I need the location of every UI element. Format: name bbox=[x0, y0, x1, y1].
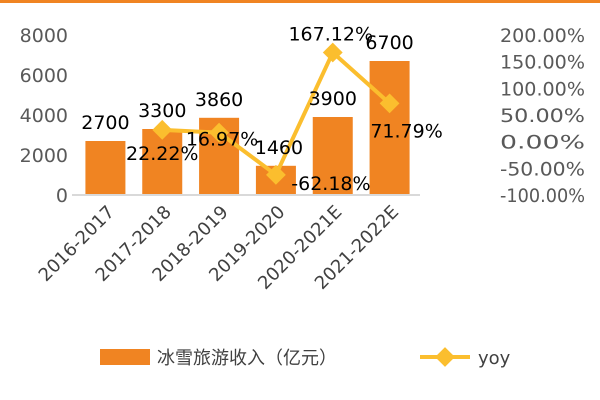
y-left-tick: 4000 bbox=[20, 105, 68, 127]
bar-data-label: 3900 bbox=[309, 88, 357, 110]
yoy-point bbox=[322, 42, 343, 63]
yoy-data-label: 22.22% bbox=[126, 143, 198, 165]
y-right-tick: -50.00% bbox=[500, 158, 585, 180]
yoy-point bbox=[266, 164, 286, 185]
y-right-tick: 0.00% bbox=[500, 132, 585, 154]
bar-data-label: 6700 bbox=[365, 32, 413, 54]
bar-data-label: 2700 bbox=[81, 112, 129, 134]
y-right-tick: 150.00% bbox=[500, 52, 585, 74]
legend-line-label: yoy bbox=[478, 348, 511, 369]
bar bbox=[312, 117, 353, 195]
legend-bar-label: 冰雪旅游收入（亿元） bbox=[157, 348, 337, 369]
y-left-tick: 0 bbox=[56, 185, 68, 207]
y-right-tick: 200.00% bbox=[500, 25, 585, 47]
bar bbox=[85, 141, 126, 195]
bar bbox=[369, 61, 410, 195]
y-left-tick: 2000 bbox=[20, 145, 68, 167]
bar bbox=[142, 129, 183, 195]
yoy-point bbox=[379, 93, 400, 114]
y-right-tick: 50.00% bbox=[500, 105, 585, 127]
yoy-point bbox=[152, 119, 173, 140]
y-right-tick: 100.00% bbox=[500, 78, 585, 100]
top-rule bbox=[0, 0, 600, 3]
yoy-data-label: -62.18% bbox=[291, 173, 370, 195]
bar-data-label: 1460 bbox=[255, 137, 303, 159]
bar-data-label: 3300 bbox=[138, 100, 186, 122]
legend-bar-swatch bbox=[100, 349, 150, 365]
yoy-data-label: 71.79% bbox=[370, 120, 442, 142]
yoy-point bbox=[209, 122, 229, 143]
y-left-tick: 6000 bbox=[20, 65, 68, 87]
legend-line-marker bbox=[435, 347, 455, 367]
yoy-data-label: 16.97% bbox=[186, 129, 258, 151]
y-right-tick: -100.00% bbox=[500, 185, 585, 207]
bar-data-label: 3860 bbox=[195, 89, 243, 111]
yoy-data-label: 167.12% bbox=[288, 24, 373, 46]
y-left-tick: 8000 bbox=[20, 25, 68, 47]
